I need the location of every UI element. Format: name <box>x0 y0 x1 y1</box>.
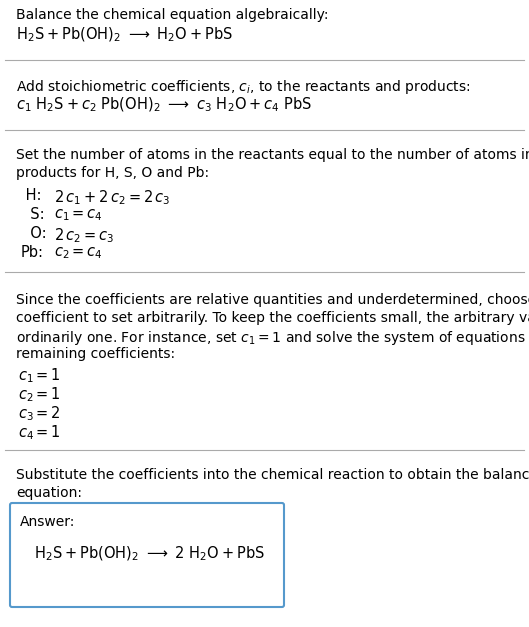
Text: $c_1 = c_4$: $c_1 = c_4$ <box>54 207 103 223</box>
Text: Since the coefficients are relative quantities and underdetermined, choose a: Since the coefficients are relative quan… <box>16 293 529 307</box>
Text: $c_4 = 1$: $c_4 = 1$ <box>18 423 61 441</box>
Text: S:: S: <box>21 207 44 222</box>
Text: $c_3 = 2$: $c_3 = 2$ <box>18 404 61 423</box>
Text: products for H, S, O and Pb:: products for H, S, O and Pb: <box>16 166 209 180</box>
Text: ordinarily one. For instance, set $c_1 = 1$ and solve the system of equations fo: ordinarily one. For instance, set $c_1 =… <box>16 329 529 347</box>
Text: H:: H: <box>21 188 41 203</box>
Text: Add stoichiometric coefficients, $c_i$, to the reactants and products:: Add stoichiometric coefficients, $c_i$, … <box>16 78 470 96</box>
Text: $c_2 = 1$: $c_2 = 1$ <box>18 385 61 404</box>
Text: $2\,c_1 + 2\,c_2 = 2\,c_3$: $2\,c_1 + 2\,c_2 = 2\,c_3$ <box>54 188 170 207</box>
Text: O:: O: <box>21 226 47 241</box>
Text: Pb:: Pb: <box>21 245 44 260</box>
FancyBboxPatch shape <box>10 503 284 607</box>
Text: Set the number of atoms in the reactants equal to the number of atoms in the: Set the number of atoms in the reactants… <box>16 148 529 162</box>
Text: $c_2 = c_4$: $c_2 = c_4$ <box>54 245 103 261</box>
Text: $\mathregular{H_2S + Pb(OH)_2\ \longrightarrow\ 2\ H_2O + PbS}$: $\mathregular{H_2S + Pb(OH)_2\ \longrigh… <box>34 545 265 564</box>
Text: Balance the chemical equation algebraically:: Balance the chemical equation algebraica… <box>16 8 329 22</box>
Text: $\mathregular{H_2S + Pb(OH)_2\ \longrightarrow\ H_2O + PbS}$: $\mathregular{H_2S + Pb(OH)_2\ \longrigh… <box>16 26 233 45</box>
Text: equation:: equation: <box>16 486 82 500</box>
Text: coefficient to set arbitrarily. To keep the coefficients small, the arbitrary va: coefficient to set arbitrarily. To keep … <box>16 311 529 325</box>
Text: $2\,c_2 = c_3$: $2\,c_2 = c_3$ <box>54 226 114 245</box>
Text: Substitute the coefficients into the chemical reaction to obtain the balanced: Substitute the coefficients into the che… <box>16 468 529 482</box>
Text: $c_1 = 1$: $c_1 = 1$ <box>18 366 61 385</box>
Text: $c_1\ \mathregular{H_2S} + c_2\ \mathregular{Pb(OH)_2}\ \longrightarrow\ c_3\ \m: $c_1\ \mathregular{H_2S} + c_2\ \mathreg… <box>16 96 312 114</box>
Text: remaining coefficients:: remaining coefficients: <box>16 347 175 361</box>
Text: Answer:: Answer: <box>20 515 75 529</box>
